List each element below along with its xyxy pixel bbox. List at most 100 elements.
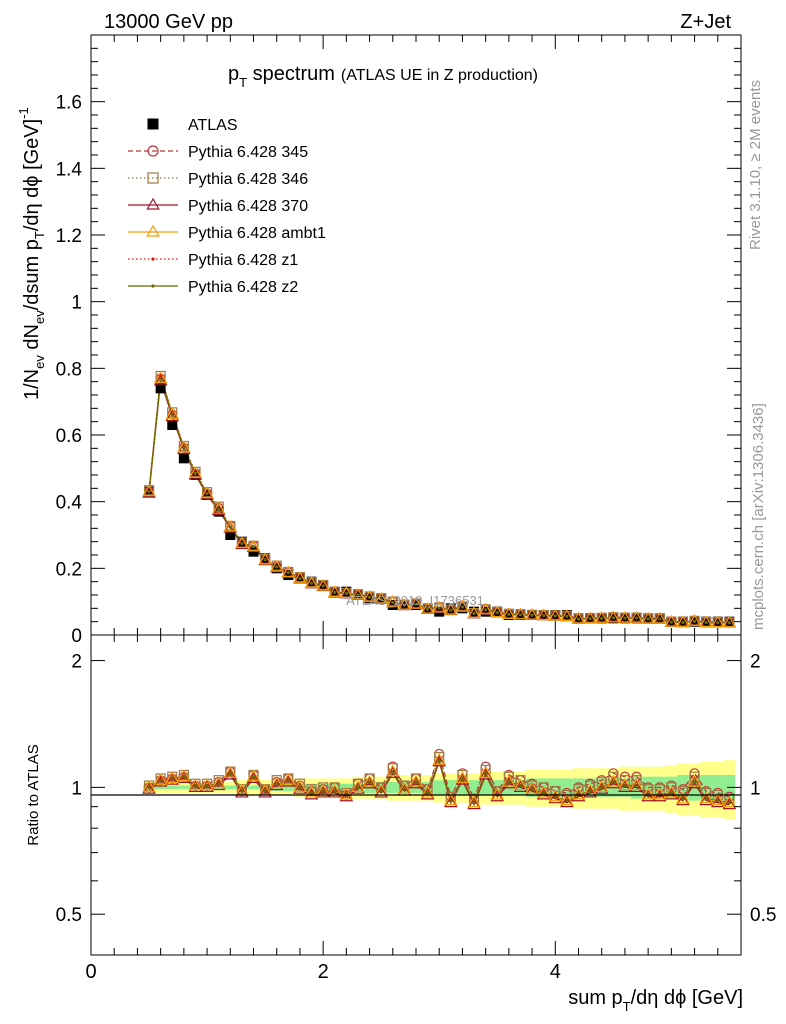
pythia-6-428-370-ratio-point <box>548 791 563 804</box>
pythia-6-428-ambt1-point <box>664 614 679 627</box>
pythia-6-428-ambt1-ratio-point <box>293 780 307 792</box>
pythia-6-428-370-ratio-point <box>536 787 551 800</box>
pythia-6-428-ambt1-point <box>652 611 667 624</box>
pythia-6-428-ambt1-ratio-point <box>490 787 505 800</box>
axis-ticks <box>90 34 742 955</box>
pythia-6-428-ambt1-ratio-point <box>467 795 481 808</box>
pythia-6-428-370-ratio-point <box>165 772 180 785</box>
pythia-6-428-370-ratio-point <box>269 778 284 791</box>
pythia-6-428-ambt1-ratio-point <box>618 778 632 791</box>
pythia-6-428-370-ratio-point <box>362 776 377 789</box>
pythia-6-428-ambt1-point <box>583 611 597 624</box>
pythia-6-428-ambt1-point <box>478 602 493 615</box>
pythia-6-428-370-ratio-point <box>211 778 226 791</box>
pythia-6-428-370-point <box>188 467 203 480</box>
pythia-6-428-ambt1-point <box>304 576 319 588</box>
ratio-uncertainty-bands <box>143 760 736 820</box>
ratio-y-axis-title: Ratio to ATLAS <box>25 744 42 845</box>
main-y-axis-title: 1/Nev dNev/dsum pT/dη dϕ [GeV]-1 <box>16 107 47 400</box>
legend-label: Pythia 6.428 346 <box>188 171 308 188</box>
x-tick-label: 2 <box>318 961 329 983</box>
pythia-6-428-z2-ratio-point <box>623 783 627 788</box>
pythia-6-428-ambt1-ratio-point <box>269 776 284 789</box>
pythia-6-428-370-ratio-point <box>618 780 632 792</box>
energy-label: 13000 GeV pp <box>104 11 233 33</box>
pythia-6-428-z2-point <box>426 607 430 611</box>
pythia-6-428-z2-ratio-point <box>530 787 534 791</box>
pythia-6-428-ambt1-ratio-point <box>455 771 470 784</box>
pythia-6-428-z2-ratio-point <box>414 780 418 784</box>
pythia-6-428-z2-ratio-point <box>275 782 279 786</box>
pythia-6-428-z2-point <box>333 590 337 595</box>
ratio-band-inner <box>166 785 179 790</box>
pythia-6-428-370-ratio-point <box>478 767 493 780</box>
main-panel-markers <box>142 370 737 628</box>
pythia-6-428-370-ratio-point <box>641 789 655 802</box>
pythia-6-428-370-ratio-point <box>177 771 191 784</box>
pythia-6-428-370-main-line <box>148 380 730 624</box>
pythia-6-428-z2-ratio-point <box>228 771 232 775</box>
pythia-6-428-z2-point <box>460 605 465 609</box>
pythia-6-428-z2-point <box>588 617 592 621</box>
pythia-6-428-z2-ratio-point <box>692 780 697 784</box>
ratio-y-tick-label: 2 <box>71 652 82 673</box>
pythia-6-428-z2-point <box>321 584 325 588</box>
main-y-tick-label: 0.4 <box>56 493 83 514</box>
pythia-6-428-ambt1-point <box>223 519 238 532</box>
pythia-6-428-z2-ratio-point <box>217 782 221 786</box>
ratio-band-inner <box>468 780 480 795</box>
pythia-6-428-z2-ratio-point <box>518 783 523 788</box>
pythia-6-428-z2-point <box>182 446 186 450</box>
pythia-6-428-ambt1-ratio-point <box>165 771 180 784</box>
pythia-6-428-z2-point <box>414 602 418 606</box>
pythia-6-428-ambt1-ratio-point <box>676 791 690 804</box>
pythia-6-428-z2-point <box>658 617 662 621</box>
pythia-6-428-ambt1-main-line <box>148 378 730 624</box>
chart-title: pT spectrum (ATLAS UE in Z production) <box>228 63 538 90</box>
pythia-6-428-370-ratio-point <box>385 766 400 778</box>
pythia-6-428-z2-point <box>298 576 302 580</box>
x-tick-label: 0 <box>85 961 96 983</box>
ratio-band-inner <box>491 780 504 795</box>
atlas-data-point <box>236 536 247 547</box>
legend-entry-pythia-6-428-370: Pythia 6.428 370 <box>128 197 308 215</box>
pythia-6-428-z2-point <box>472 611 476 616</box>
pythia-6-428-z2-ratio-point <box>333 789 337 793</box>
legend-entry-pythia-6-428-z1: Pythia 6.428 z1 <box>128 252 298 269</box>
pythia-6-428-370-ratio-point <box>652 789 667 802</box>
title-main: p <box>228 63 239 85</box>
atlas-data-point <box>190 470 201 480</box>
pythia-6-428-370-ratio-point <box>316 785 330 798</box>
title-paren: (ATLAS UE in Z production) <box>341 67 538 84</box>
ratio-band-inner <box>178 785 190 790</box>
pythia-6-428-ambt1-point <box>339 586 354 599</box>
pythia-6-428-z2-point <box>600 616 604 620</box>
pythia-6-428-370-ratio-point <box>513 780 528 792</box>
pythia-6-428-345-main-line <box>148 378 730 623</box>
pythia-6-428-z2-ratio-point <box>402 787 406 791</box>
pythia-6-428-ambt1-ratio-point <box>502 774 516 787</box>
pythia-6-428-z2-point <box>681 620 685 625</box>
pythia-6-428-z2-point <box>275 565 279 569</box>
pythia-6-428-ambt1-point <box>490 605 505 618</box>
legend-label: Pythia 6.428 345 <box>188 144 308 161</box>
legend-entry-pythia-6-428-346: Pythia 6.428 346 <box>128 171 308 188</box>
pythia-6-428-z2-point <box>646 617 650 621</box>
pythia-6-428-ambt1-point <box>525 607 539 620</box>
ratio-band-inner <box>479 780 492 795</box>
atlas-data-point <box>225 530 236 540</box>
ratio-band-inner <box>677 774 689 801</box>
ratio-y-tick-label: 0.5 <box>56 905 82 926</box>
main-y-tick-label: 1.4 <box>56 159 83 180</box>
pythia-6-428-370-ratio-point <box>281 774 296 787</box>
atlas-data-point <box>283 570 294 580</box>
atlas-data-point <box>341 586 352 597</box>
pythia-6-428-z2-ratio-point <box>600 785 604 789</box>
pythia-6-428-ambt1-ratio-point <box>304 785 319 798</box>
legend-entry-atlas: ATLAS <box>147 117 238 134</box>
legend-marker <box>151 257 155 261</box>
pythia-6-428-z2-point <box>449 608 453 612</box>
pythia-6-428-ambt1-point <box>235 536 249 549</box>
pythia-6-428-370-ratio-point <box>293 782 307 794</box>
pythia-6-428-z2-point <box>576 617 581 621</box>
